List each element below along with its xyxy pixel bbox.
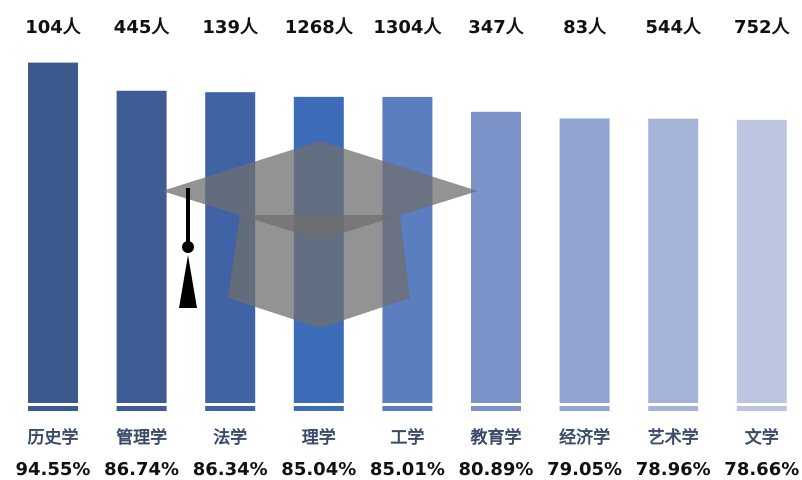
bar-base — [648, 406, 699, 411]
bar-base — [736, 406, 787, 411]
count-label: 544人 — [645, 17, 702, 38]
category-label: 艺术学 — [648, 427, 699, 448]
category-label: 教育学 — [470, 427, 522, 448]
bar-base — [205, 406, 256, 411]
tassel — [179, 255, 197, 308]
category-label: 经济学 — [559, 427, 610, 448]
value-label: 94.55% — [16, 459, 91, 480]
category-label: 历史学 — [28, 427, 79, 448]
category-label: 理学 — [302, 427, 336, 448]
category-label: 法学 — [213, 427, 247, 448]
bar — [648, 118, 699, 403]
count-label: 139人 — [202, 17, 259, 38]
value-label: 78.96% — [636, 459, 711, 480]
value-label: 79.05% — [547, 459, 622, 480]
bar-base — [293, 406, 344, 411]
category-label: 文学 — [745, 427, 779, 448]
value-label: 86.34% — [193, 459, 268, 480]
count-label: 1268人 — [285, 17, 354, 38]
value-label: 85.04% — [281, 459, 356, 480]
bar-base — [471, 406, 521, 411]
bar-base — [382, 406, 433, 411]
count-label: 104人 — [25, 17, 82, 38]
value-label: 80.89% — [459, 459, 534, 480]
bar — [28, 62, 78, 404]
value-label: 85.01% — [370, 459, 445, 480]
count-label: 347人 — [468, 17, 525, 38]
bars — [28, 62, 787, 411]
bar — [471, 111, 521, 404]
count-label: 83人 — [563, 17, 607, 38]
graduation-cap — [162, 141, 478, 328]
bar — [116, 90, 167, 404]
count-label: 1304人 — [373, 17, 442, 38]
tassel-knot — [182, 241, 194, 253]
bar-base — [559, 406, 610, 411]
category-label: 工学 — [390, 427, 424, 448]
bar — [559, 118, 610, 404]
bar-base — [116, 406, 167, 411]
value-label: 78.66% — [724, 459, 799, 480]
cap-base — [228, 215, 410, 328]
bar — [736, 119, 787, 403]
count-label: 752人 — [734, 17, 791, 38]
count-label: 445人 — [114, 17, 171, 38]
value-label: 86.74% — [104, 459, 179, 480]
bar-base — [28, 406, 78, 411]
category-label: 管理学 — [116, 427, 167, 448]
